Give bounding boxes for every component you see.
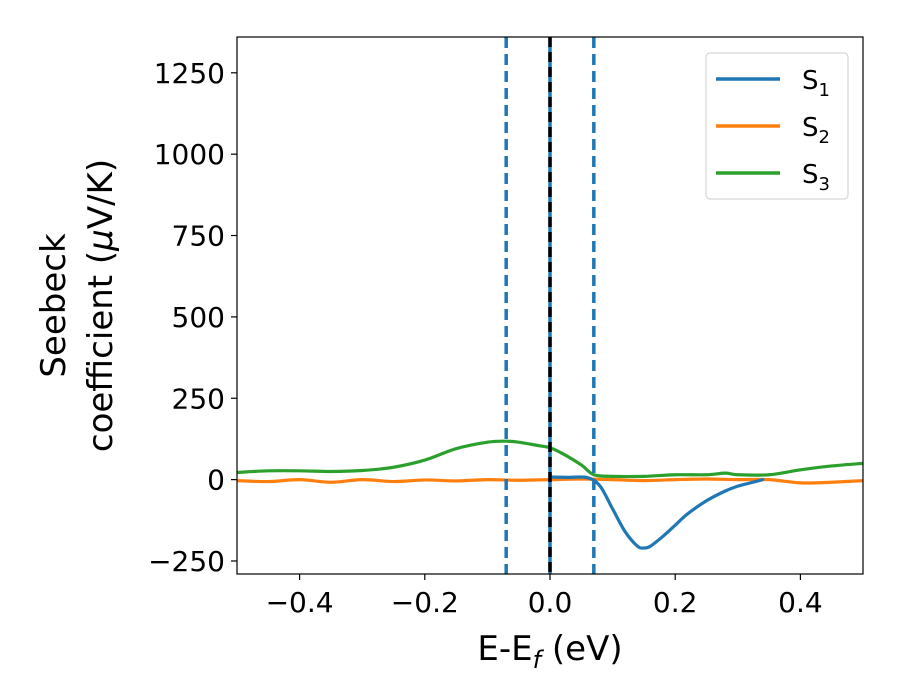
legend-entry-s3: S3 — [716, 160, 830, 195]
x-axis-label: E-Ef (eV) — [477, 629, 622, 674]
x-tick-label: 0.0 — [528, 586, 573, 619]
y-tick-label: 1250 — [154, 57, 225, 90]
x-tick-label: −0.4 — [266, 586, 334, 619]
legend-label: S2 — [802, 113, 830, 148]
y-axis-label-line1: Seebeck — [34, 233, 74, 378]
legend-label: S1 — [802, 66, 830, 101]
x-ticks: −0.4 −0.2 0.0 0.2 0.4 — [266, 574, 823, 619]
legend-entry-s2: S2 — [716, 113, 830, 148]
y-tick-label: 0 — [207, 464, 225, 497]
legend-label: S3 — [802, 160, 830, 195]
y-tick-label: −250 — [148, 545, 225, 578]
y-tick-label: 250 — [172, 382, 225, 415]
series-line-s3 — [237, 439, 863, 479]
y-tick-label: 1000 — [154, 138, 225, 171]
series-line-s1 — [548, 475, 765, 550]
vline-layer — [504, 37, 596, 574]
y-ticks: −250 0 250 500 750 1000 1250 — [148, 57, 237, 578]
y-tick-label: 500 — [172, 301, 225, 334]
x-tick-label: −0.2 — [391, 586, 459, 619]
x-tick-label: 0.4 — [778, 586, 823, 619]
y-axis-label-line2: coefficient (μV/K) — [81, 159, 121, 452]
x-tick-label: 0.2 — [653, 586, 698, 619]
y-axis-label: Seebeck coefficient (μV/K) — [34, 159, 121, 452]
y-tick-label: 750 — [172, 220, 225, 253]
legend: S1 S2 S3 — [705, 52, 849, 200]
legend-entry-s1: S1 — [716, 66, 830, 101]
